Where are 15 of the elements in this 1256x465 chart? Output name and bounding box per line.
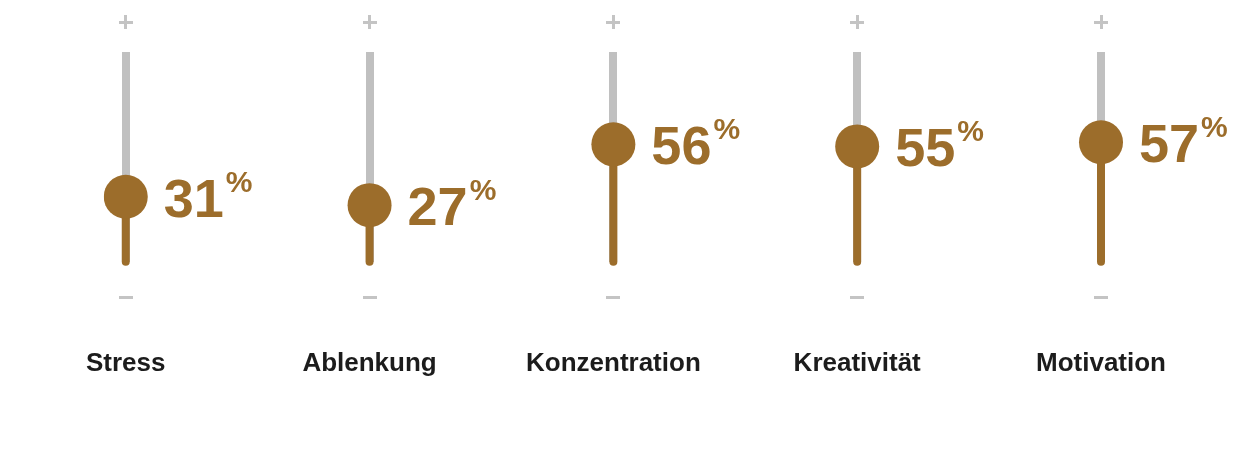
x-tick-label: Stress — [86, 346, 166, 377]
data-label: 56% — [651, 112, 741, 176]
point — [835, 124, 880, 169]
data-label: 57% — [1139, 110, 1228, 174]
point — [591, 122, 636, 167]
point — [347, 183, 392, 228]
data-label: 31% — [163, 164, 253, 228]
x-tick-label: Kreativität — [793, 346, 922, 377]
data-label: 27% — [407, 173, 497, 237]
point — [103, 174, 148, 219]
data-label: 55% — [895, 114, 984, 178]
x-tick-label: Konzentration — [525, 346, 701, 377]
point — [1079, 120, 1123, 165]
x-tick-label: Motivation — [1036, 346, 1166, 377]
x-tick-label: Ablenkung — [302, 346, 437, 377]
